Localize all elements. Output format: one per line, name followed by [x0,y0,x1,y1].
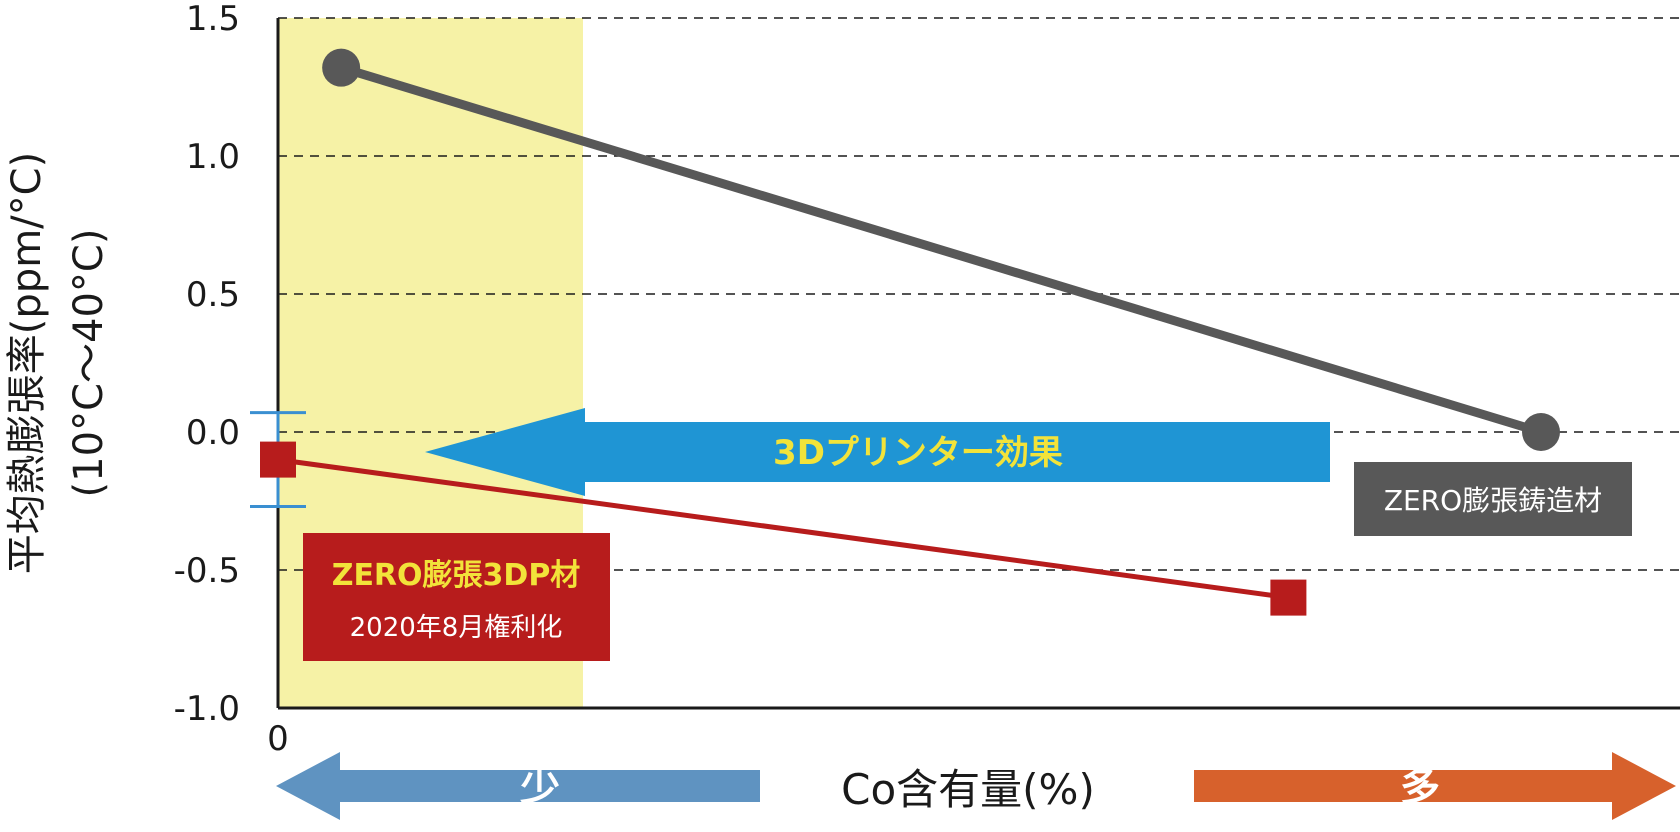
series-layer [250,48,1560,616]
dp-label-subtitle: 2020年8月権利化 [350,613,563,643]
dp-label-box [303,533,610,661]
y-tick-labels: 1.5 1.0 0.5 0.0 -0.5 -1.0 [174,0,240,729]
y-tick-label: -0.5 [174,551,240,591]
series-2 [250,411,1307,616]
more-arrow: 多 [1194,752,1676,820]
dp-label-title: ZERO膨張3DP材 [332,558,581,593]
series-line [339,63,1543,437]
horizontal-gridlines [278,17,1680,571]
data-point [260,441,296,478]
less-arrow-label: 少 [520,764,560,810]
x-axis-title: Co含有量(%) [841,765,1095,814]
printer-effect-arrow: 3Dプリンター効果 [425,408,1330,496]
y-tick-label: 0.0 [186,413,240,453]
x-tick-zero: 0 [267,719,289,759]
printer-effect-label: 3Dプリンター効果 [773,433,1063,473]
more-arrow-shape [1194,752,1676,820]
series-1 [322,48,1560,451]
y-tick-label: 1.5 [186,0,240,39]
less-arrow: 少 [276,752,760,820]
y-axis-title-line2: (10°C〜40°C) [66,229,112,498]
y-tick-label: 1.0 [186,137,240,177]
more-arrow-label: 多 [1400,764,1440,810]
casting-label-box [1354,462,1632,536]
dp-label: ZERO膨張3DP材 2020年8月権利化 [303,533,610,661]
casting-label: ZERO膨張鋳造材 [1354,462,1632,536]
y-tick-label: -1.0 [174,689,240,729]
y-tick-label: 0.5 [186,275,240,315]
y-axis-title: 平均熱膨張率(ppm/°C) (10°C〜40°C) [4,152,112,574]
y-axis-title-line1: 平均熱膨張率(ppm/°C) [4,152,50,574]
series-line [277,457,1289,601]
printer-effect-arrow-shape [425,408,1330,496]
data-point [1270,579,1307,616]
data-point [1522,413,1560,451]
less-arrow-shape [276,752,760,820]
data-point [322,48,361,87]
casting-label-text: ZERO膨張鋳造材 [1384,484,1602,517]
